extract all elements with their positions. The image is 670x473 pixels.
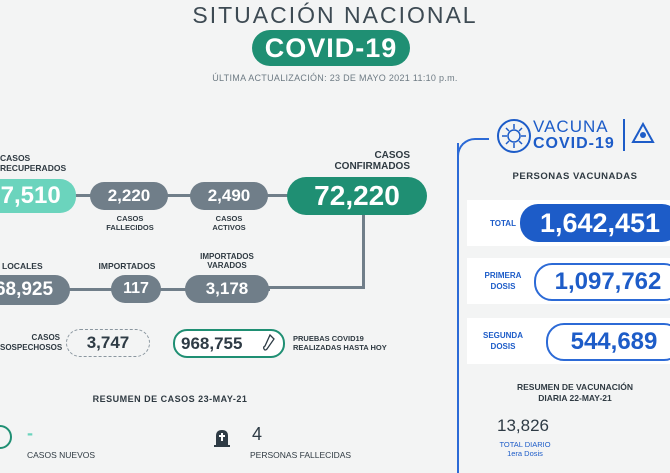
tombstone-icon — [213, 428, 231, 453]
resumen-title: RESUMEN DE CASOS 23-MAY-21 — [92, 394, 248, 404]
daily-label-line2: 1era Dosis — [507, 449, 543, 458]
activos-label-line2: ACTIVOS — [212, 223, 246, 232]
confirmados-label-line1: CASOS — [374, 150, 410, 161]
importados-label: IMPORTADOS — [98, 261, 156, 271]
coat-of-arms-icon — [631, 121, 655, 151]
segunda-label-line2: DOSIS — [490, 342, 516, 351]
fallecidas-value: 4 — [252, 424, 263, 444]
test-tube-icon — [263, 333, 275, 359]
daily-label-line1: TOTAL DIARIO — [499, 440, 551, 449]
nuevos-value: - — [27, 423, 33, 443]
fallecidos-label-line2: FALLECIDOS — [106, 223, 154, 232]
segunda-value: 544,689 — [546, 323, 670, 361]
pruebas-label-line2: REALIZADAS HASTA HOY — [293, 343, 387, 352]
importados-value: 117 — [111, 275, 161, 303]
vaccinated-heading: PERSONAS VACUNADAS — [512, 171, 638, 182]
sospechosos-label: CASOS SOSPECHOSOS — [0, 333, 63, 353]
vaccine-panel-border-curve — [457, 138, 489, 170]
pruebas-label: PRUEBAS COVID19 REALIZADAS HASTA HOY — [293, 334, 413, 352]
last-update-text: ÚLTIMA ACTUALIZACIÓN: 23 DE MAYO 2021 11… — [212, 73, 458, 83]
recuperados-label: CASOS RECUPERADOS — [0, 153, 67, 173]
pruebas-value: 968,755 — [181, 334, 243, 353]
vaccine-summary-title: RESUMEN DE VACUNACIÓN DIARIA 22-MAY-21 — [480, 382, 670, 404]
connector-row1 — [60, 194, 300, 197]
locales-value: 68,925 — [0, 275, 70, 305]
fallecidos-label: CASOS FALLECIDOS — [95, 214, 165, 232]
vaccine-summary-line2: DIARIA 22-MAY-21 — [538, 393, 612, 403]
segunda-label: SEGUNDA DOSIS — [478, 330, 528, 352]
recuperados-label-line2: RECUPERADOS — [0, 163, 67, 173]
fallecidas-label: PERSONAS FALLECIDAS — [250, 450, 352, 460]
page-title: SITUACIÓN NACIONAL — [192, 2, 478, 28]
confirmados-label: CASOS CONFIRMADOS — [300, 150, 410, 172]
vaccine-panel-border — [457, 143, 459, 473]
virus-icon — [497, 119, 531, 153]
fallecidos-label-line1: CASOS — [116, 214, 144, 223]
primera-label: PRIMERA DOSIS — [478, 270, 528, 292]
nuevos-label: CASOS NUEVOS — [27, 450, 96, 460]
vaccine-summary-line1: RESUMEN DE VACUNACIÓN — [516, 382, 634, 392]
covid-badge: COVID-19 — [252, 30, 410, 66]
primera-label-line2: DOSIS — [490, 282, 516, 291]
primera-value: 1,097,762 — [534, 263, 670, 301]
locales-label: LOCALES — [2, 261, 43, 271]
pruebas-label-line1: PRUEBAS COVID19 — [293, 334, 364, 343]
daily-value: 13,826 — [497, 416, 549, 435]
connector-row2-right — [265, 286, 365, 289]
total-label: TOTAL — [490, 219, 516, 228]
vaccine-logo: VACUNA COVID-19 — [493, 116, 668, 158]
activos-label: CASOS ACTIVOS — [194, 214, 264, 232]
vaccine-logo-line1: VACUNA — [533, 117, 609, 136]
varados-label-line1: IMPORTADOS — [200, 252, 254, 261]
activos-label-line1: CASOS — [215, 214, 243, 223]
confirmados-label-line2: CONFIRMADOS — [334, 161, 410, 172]
recuperados-value: 67,510 — [0, 179, 76, 213]
connector-vertical — [362, 205, 365, 289]
varados-label: IMPORTADOS VARADOS — [187, 252, 267, 270]
varados-label-line2: VARADOS — [207, 261, 247, 270]
activos-value: 2,490 — [190, 182, 268, 210]
vaccine-logo-line2: COVID-19 — [533, 135, 615, 152]
daily-label: TOTAL DIARIO 1era Dosis — [490, 440, 560, 458]
sospechosos-label-line1: CASOS — [31, 333, 60, 342]
segunda-label-line1: SEGUNDA — [482, 331, 523, 340]
fallecidos-value: 2,220 — [90, 182, 168, 210]
sospechosos-label-line2: SOSPECHOSOS — [0, 343, 63, 352]
recuperados-label-line1: CASOS — [0, 153, 31, 163]
pruebas-value-box: 968,755 — [173, 329, 285, 358]
logo-divider — [623, 119, 625, 151]
circle-check-icon — [0, 425, 12, 449]
sospechosos-value: 3,747 — [66, 329, 150, 357]
total-value: 1,642,451 — [520, 204, 670, 242]
varados-value: 3,178 — [185, 275, 269, 303]
confirmados-value: 72,220 — [287, 177, 427, 215]
primera-label-line1: PRIMERA — [484, 271, 522, 280]
